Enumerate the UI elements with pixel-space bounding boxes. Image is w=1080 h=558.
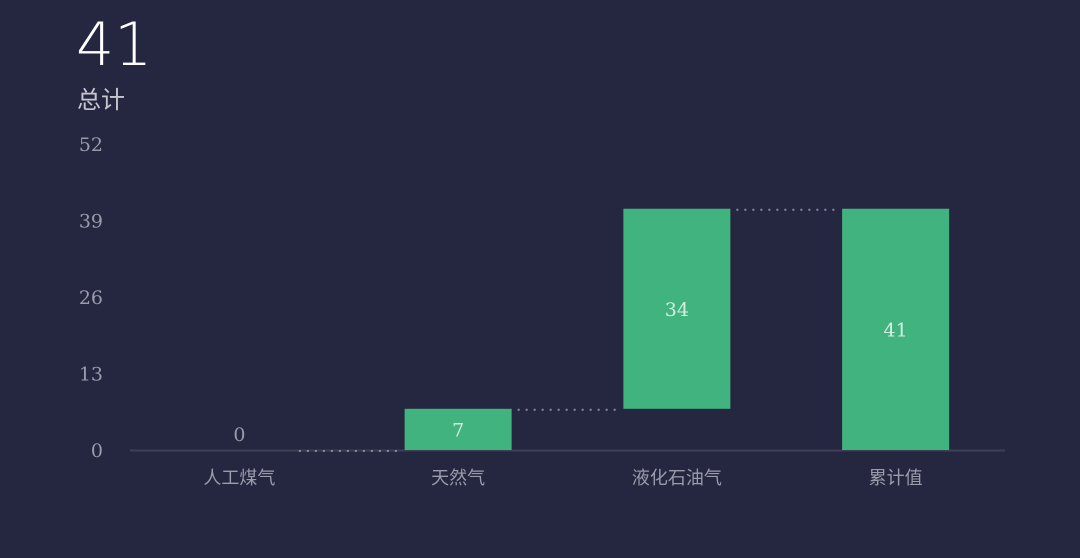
bar [623,208,731,409]
x-tick-label: 液化石油气 [632,468,722,489]
bar [404,408,512,450]
y-tick-label: 52 [79,134,103,156]
bar [842,208,950,450]
y-tick-label: 0 [91,440,103,462]
data-label: 0 [233,424,245,446]
data-label: 41 [884,319,908,341]
y-tick-label: 13 [79,364,103,386]
kpi-label: 总计 [77,86,125,114]
data-label: 7 [452,419,464,441]
kpi-value: 41 [76,10,153,80]
x-tick-label: 累计值 [869,468,923,489]
y-tick-label: 26 [79,287,103,309]
x-tick-label: 天然气 [431,468,485,489]
data-label: 34 [665,299,689,321]
y-tick-label: 39 [79,211,103,233]
x-tick-label: 人工煤气 [203,468,275,489]
